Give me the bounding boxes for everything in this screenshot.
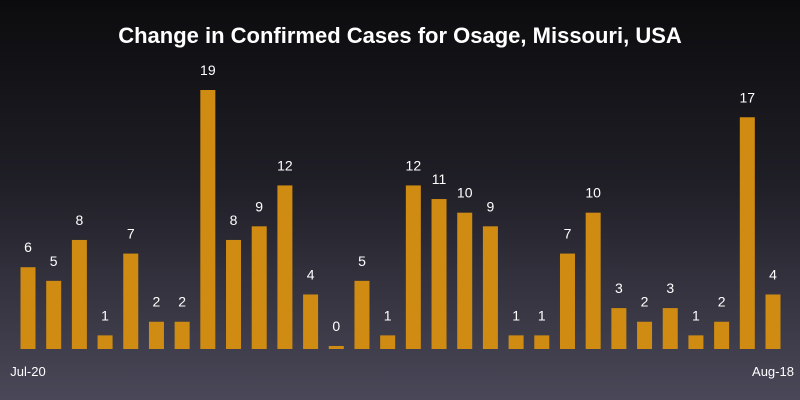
bar-value-label: 2: [718, 294, 726, 310]
bar-value-label: 1: [512, 307, 520, 323]
bar-value-label: 8: [75, 212, 83, 228]
bar: [303, 294, 319, 349]
bar: [71, 239, 87, 349]
bar: [482, 226, 498, 349]
bar: [508, 335, 524, 349]
bar: [20, 267, 36, 349]
bar-value-label: 9: [255, 198, 263, 214]
bar: [405, 185, 421, 349]
bar: [97, 335, 113, 349]
bar-value-label: 1: [538, 307, 546, 323]
bar: [585, 212, 601, 349]
bar: [46, 280, 62, 349]
bar: [226, 239, 242, 349]
bar-value-label: 2: [641, 294, 649, 310]
bar-value-label: 3: [666, 280, 674, 296]
bar: [251, 226, 267, 349]
x-tick-label-start: Jul-20: [10, 364, 45, 379]
bar-value-label: 1: [692, 307, 700, 323]
bar: [174, 321, 190, 349]
bar-value-label: 9: [487, 198, 495, 214]
bar-value-label: 17: [740, 89, 756, 105]
bar: [714, 321, 730, 349]
bar-value-label: 2: [178, 294, 186, 310]
bar-value-label: 10: [585, 185, 601, 201]
bar-value-label: 11: [432, 171, 447, 187]
bar-value-label: 3: [615, 280, 623, 296]
bar: [765, 294, 781, 349]
bar-value-label: 4: [307, 266, 315, 282]
bar-value-label: 1: [384, 307, 392, 323]
bar-value-label: 19: [200, 62, 216, 78]
bar: [200, 90, 216, 349]
bar-value-label: 5: [50, 253, 58, 269]
bar: [123, 253, 139, 349]
bar-value-label: 10: [457, 185, 473, 201]
bar: [148, 321, 164, 349]
bar-value-label: 0: [332, 318, 340, 334]
bar-value-label: 6: [24, 239, 32, 255]
bar-value-label: 5: [358, 253, 366, 269]
bar-value-label: 12: [277, 157, 293, 173]
bar-value-label: 4: [769, 266, 777, 282]
bar-value-label: 7: [564, 226, 572, 242]
bar: [739, 117, 755, 349]
bar-value-label: 12: [406, 157, 422, 173]
bar-value-label: 1: [101, 307, 109, 323]
bar: [611, 308, 627, 349]
chart-title: Change in Confirmed Cases for Osage, Mis…: [118, 23, 682, 48]
bar: [534, 335, 550, 349]
bar: [431, 199, 447, 349]
bar: [662, 308, 678, 349]
bar: [637, 321, 653, 349]
bar: [559, 253, 575, 349]
bar: [457, 212, 473, 349]
bar: [380, 335, 396, 349]
bar: [354, 280, 370, 349]
bar-value-label: 8: [230, 212, 238, 228]
bars-group: [20, 90, 781, 349]
x-tick-label-end: Aug-18: [752, 364, 794, 379]
bar: [277, 185, 293, 349]
bar-value-label: 7: [127, 226, 135, 242]
bar-value-label: 2: [153, 294, 161, 310]
bar: [688, 335, 704, 349]
bar: [328, 346, 344, 349]
